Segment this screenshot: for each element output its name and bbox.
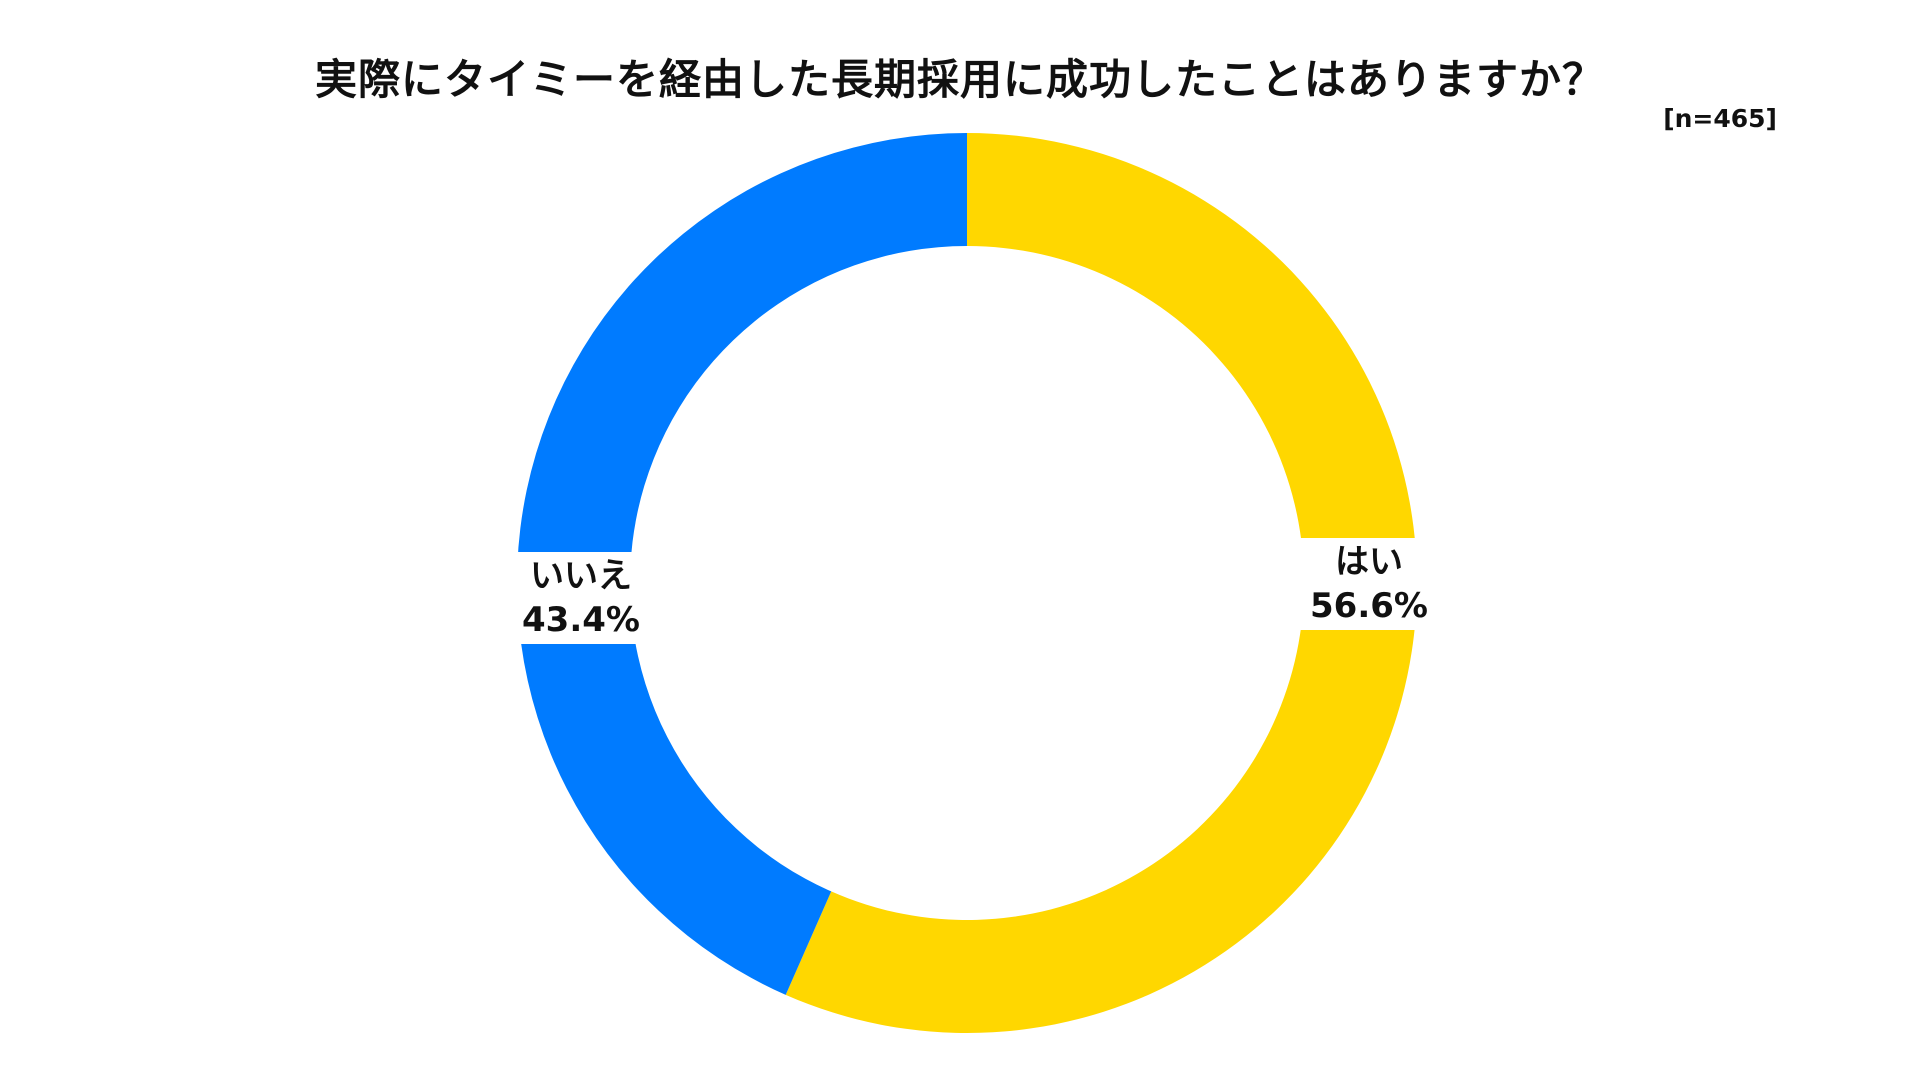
sample-size-label: [n=465] bbox=[1663, 104, 1777, 133]
slice-label-no-value: 43.4% bbox=[522, 600, 640, 640]
donut-slice-no bbox=[516, 133, 967, 995]
slice-label-no-name: いいえ bbox=[529, 556, 632, 596]
slice-label-yes-value: 56.6% bbox=[1310, 586, 1428, 626]
donut-slice-yes bbox=[785, 133, 1417, 1033]
slice-label-no: いいえ 43.4% bbox=[512, 552, 650, 644]
slice-label-yes-name: はい bbox=[1334, 542, 1403, 582]
chart-title: 実際にタイミーを経由した長期採用に成功したことはありますか？ bbox=[314, 55, 1605, 104]
slice-label-yes: はい 56.6% bbox=[1300, 538, 1438, 630]
